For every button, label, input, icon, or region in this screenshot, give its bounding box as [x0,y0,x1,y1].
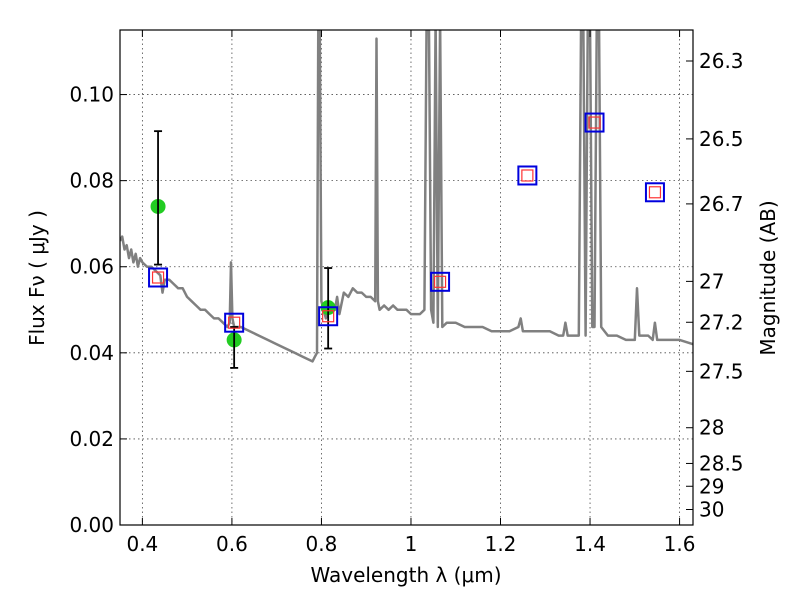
model-photometry-point [318,306,339,327]
y2-tick-label: 26.7 [699,192,744,216]
plot-frame [119,29,694,526]
model-photometry-point [148,267,169,288]
y-axis-label: Flux Fν ( μJy ) [25,210,49,346]
y2-tick-label: 27.2 [699,310,744,334]
y-tick-label: 0.10 [69,83,114,107]
x-tick-label: 0.8 [306,532,338,556]
model-photometry-point [517,165,538,186]
y2-tick-label: 30 [699,498,724,522]
model-photometry-inner [322,310,335,323]
y-tick-label: 0.06 [69,255,114,279]
model-photometry-point [224,312,245,333]
y2-tick-label: 28.5 [699,451,744,475]
y2-tick-label: 26.5 [699,127,744,151]
y-tick-label: 0.02 [69,427,114,451]
model-photometry-inner [521,169,534,182]
model-photometry-inner [151,271,165,284]
x-tick-label: 0.4 [126,532,158,556]
x-tick-label: 1.4 [574,532,606,556]
y2-tick-label: 27 [699,269,724,293]
y2-axis-label: Magnitude (AB) [756,200,780,355]
axes: 0.4 0.6 0.8 1 1.2 1.4 1.6 0.00 0.02 0.04 0.06 0.08 0… [69,30,744,556]
model-photometry-point [430,271,451,292]
y-tick-label: 0.04 [69,341,114,365]
model-photometry-point [584,112,605,133]
y2-tick-label: 26.3 [699,49,744,73]
x-axis-label: Wavelength λ (μm) [310,563,501,587]
model-photometry-point [644,182,665,203]
y-tick-label: 0.08 [69,169,114,193]
model-photometry-inner [648,186,662,199]
model-photometry-inner [588,116,601,129]
model-photometry-inner [433,275,447,288]
model-photometry-inner [228,316,241,329]
marker-layer [148,112,665,369]
y2-tick-label: 27.5 [699,359,744,383]
data-layer [120,30,693,363]
y-tick-label: 0.00 [69,513,114,537]
y2-tick-label: 28 [699,416,724,440]
x-tick-label: 0.6 [216,532,248,556]
plot-area [120,30,693,525]
x-tick-label: 1.2 [485,532,517,556]
x-tick-label: 1 [405,532,418,556]
model-spectrum-line [120,30,693,363]
x-tick-label: 1.6 [664,532,696,556]
y2-tick-label: 29 [699,474,724,498]
